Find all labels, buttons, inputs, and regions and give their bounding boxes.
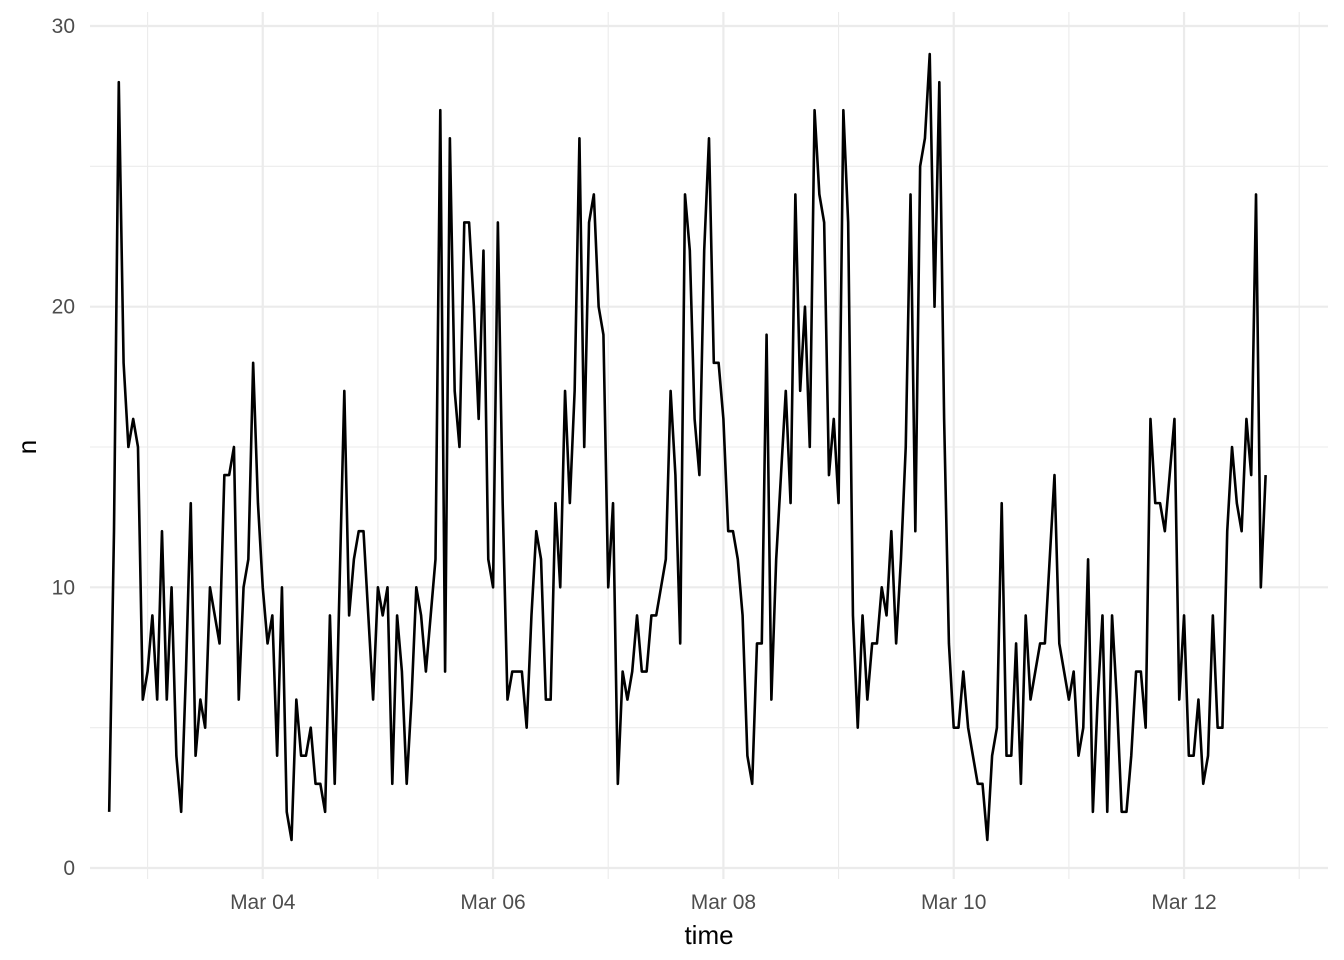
x-tick-label: Mar 12 xyxy=(1151,891,1216,914)
major-gridlines xyxy=(90,12,1328,879)
y-tick-label: 20 xyxy=(52,296,75,319)
y-tick-label: 30 xyxy=(52,15,75,38)
y-tick-label: 10 xyxy=(52,576,75,599)
x-axis-ticks: Mar 04 Mar 06 Mar 08 Mar 10 Mar 12 xyxy=(230,891,1217,914)
x-tick-label: Mar 04 xyxy=(230,891,296,914)
x-tick-label: Mar 10 xyxy=(921,891,986,914)
x-tick-label: Mar 06 xyxy=(460,891,525,914)
x-axis-title: time xyxy=(684,920,733,950)
y-tick-label: 0 xyxy=(63,857,75,880)
y-axis-title: n xyxy=(12,440,42,454)
series-line-n xyxy=(107,52,1267,842)
y-axis-ticks: 0 10 20 30 xyxy=(52,15,75,880)
x-tick-label: Mar 08 xyxy=(691,891,756,914)
